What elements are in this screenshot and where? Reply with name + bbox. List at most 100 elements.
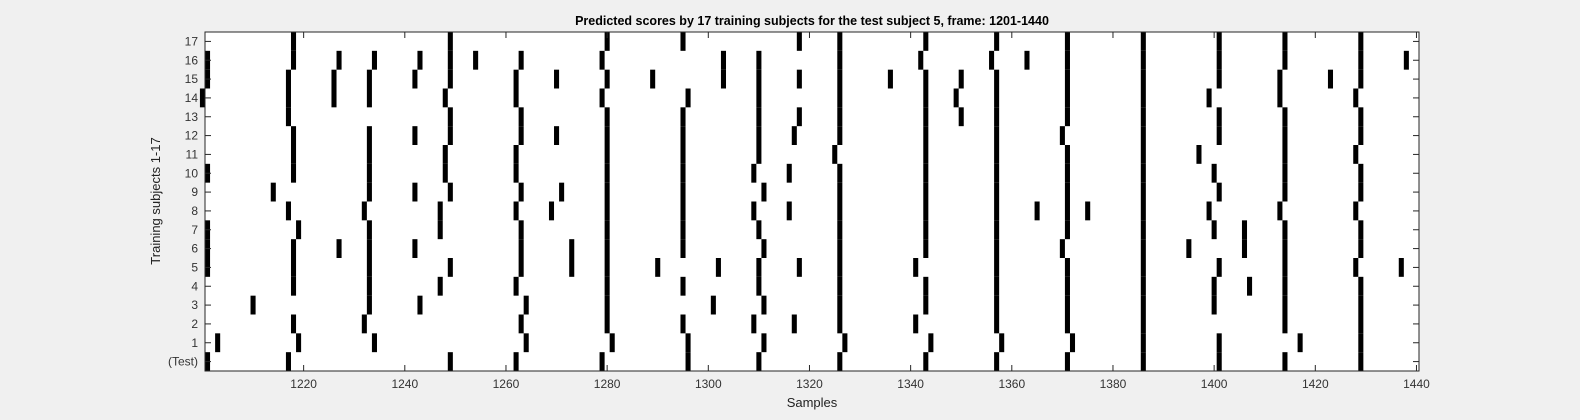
- mark-row15-4: [412, 69, 418, 89]
- mark-row16-8: [599, 50, 605, 70]
- mark-row9-6: [604, 182, 610, 202]
- mark-row6-17: [1282, 239, 1288, 258]
- mark-row12-2: [412, 126, 418, 145]
- mark-row2-0: [290, 314, 297, 334]
- y-tick-label-2: 2: [191, 317, 198, 331]
- mark-row17-0: [290, 32, 297, 51]
- mark-row14-0: [199, 88, 205, 108]
- mark-row12-16: [1282, 126, 1288, 145]
- mark-row9-14: [1216, 182, 1222, 202]
- mark-row10-4: [513, 163, 519, 183]
- mark-row14-15: [1206, 88, 1212, 108]
- mark-row10-9: [837, 163, 843, 183]
- mark-row6-18: [1358, 239, 1364, 258]
- mark-row4-9: [994, 276, 1000, 296]
- mark-row11-2: [442, 145, 448, 164]
- y-tick-label-10: 10: [185, 166, 199, 180]
- mark-row11-5: [680, 145, 686, 164]
- x-tick-label-9: 1400: [1201, 377, 1228, 391]
- mark-row7-7: [756, 220, 762, 240]
- mark-row4-13: [1247, 276, 1253, 296]
- mark-row1-10: [1069, 333, 1076, 353]
- mark-row17-2: [604, 32, 610, 51]
- y-tick-label-12: 12: [185, 129, 199, 143]
- mark-row4-5: [680, 276, 686, 296]
- mark-row14-8: [756, 88, 762, 108]
- mark-row16-17: [1216, 50, 1222, 70]
- mark-row1-2: [371, 333, 377, 353]
- mark-row6-15: [1186, 239, 1192, 258]
- mark-row13-0: [285, 107, 291, 127]
- mark-row5-19: [1398, 258, 1404, 277]
- mark-row8-3: [513, 201, 519, 221]
- mark-row11-12: [1196, 145, 1202, 164]
- mark-row9-15: [1282, 182, 1288, 202]
- x-axis-label: Samples: [787, 395, 838, 410]
- mark-row11-7: [832, 145, 838, 164]
- mark-row10-10: [923, 163, 929, 183]
- mark-row8-2: [437, 201, 443, 221]
- mark-row12-1: [366, 126, 372, 145]
- mark-row12-11: [923, 126, 929, 145]
- x-tick-label-0: 1220: [290, 377, 317, 391]
- mark-row14-6: [599, 88, 605, 108]
- y-tick-label-6: 6: [191, 242, 198, 256]
- mark-row14-11: [953, 88, 959, 108]
- mark-row16-7: [518, 50, 524, 70]
- mark-row13-6: [796, 107, 802, 127]
- mark-row5-17: [1282, 258, 1288, 277]
- mark-row1-11: [1140, 333, 1146, 353]
- mark-row12-9: [791, 126, 797, 145]
- mark-row1-9: [999, 333, 1005, 353]
- mark-row10-5: [604, 163, 610, 183]
- x-tick-label-2: 1260: [493, 377, 520, 391]
- mark-row12-15: [1216, 126, 1222, 145]
- mark-row3-10: [1064, 295, 1070, 315]
- mark-row11-11: [1140, 145, 1146, 164]
- mark-row6-12: [994, 239, 1000, 258]
- y-tick-label-14: 14: [185, 91, 199, 105]
- mark-row11-8: [923, 145, 929, 164]
- mark-row14-14: [1140, 88, 1146, 108]
- mark-row7-13: [1211, 220, 1217, 240]
- mark-row5-18: [1353, 258, 1359, 277]
- mark-row9-10: [923, 182, 929, 202]
- mark-row0-5: [685, 352, 691, 371]
- y-tick-label-11: 11: [186, 147, 199, 161]
- mark-row10-6: [680, 163, 686, 183]
- mark-row17-4: [796, 32, 802, 51]
- mark-row0-10: [1064, 352, 1070, 371]
- mark-row16-12: [918, 50, 924, 70]
- mark-row16-16: [1140, 50, 1146, 70]
- mark-row13-9: [958, 107, 964, 127]
- mark-row7-12: [1140, 220, 1146, 240]
- mark-row7-15: [1282, 220, 1288, 240]
- mark-row0-6: [756, 352, 762, 371]
- mark-row9-1: [366, 182, 372, 202]
- mark-row11-3: [513, 145, 519, 164]
- mark-row10-12: [1064, 163, 1070, 183]
- mark-row9-2: [412, 182, 418, 202]
- x-tick-label-10: 1420: [1302, 377, 1329, 391]
- mark-row12-8: [756, 126, 762, 145]
- mark-row3-4: [604, 295, 610, 315]
- mark-row10-11: [994, 163, 1000, 183]
- mark-row11-9: [994, 145, 1000, 164]
- mark-row13-1: [447, 107, 453, 127]
- mark-row7-5: [604, 220, 610, 240]
- y-tick-label-0: (Test): [168, 355, 198, 369]
- mark-row3-0: [250, 295, 256, 315]
- mark-row17-6: [923, 32, 929, 51]
- mark-row15-12: [796, 69, 802, 89]
- mark-row10-7: [751, 163, 757, 183]
- mark-row3-1: [366, 295, 372, 315]
- plot-area: [205, 32, 1419, 371]
- mark-row14-2: [331, 88, 337, 108]
- mark-row7-16: [1358, 220, 1364, 240]
- mark-row3-5: [710, 295, 716, 315]
- mark-row16-3: [371, 50, 377, 70]
- mark-row15-3: [366, 69, 372, 89]
- mark-row1-13: [1297, 333, 1303, 353]
- mark-row3-6: [761, 295, 767, 315]
